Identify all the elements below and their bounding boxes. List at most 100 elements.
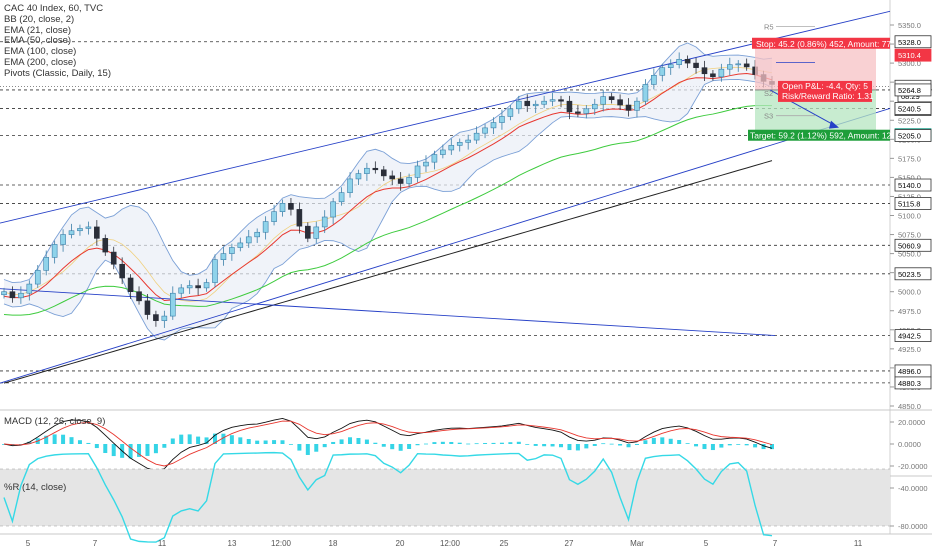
macd-histogram-bar <box>660 437 665 444</box>
price-level-tag-label: 5115.8 <box>898 199 920 208</box>
macd-histogram-bar <box>694 444 699 447</box>
macd-histogram-bar <box>609 443 614 445</box>
candle-body <box>245 236 252 244</box>
candle-body <box>372 167 379 171</box>
candle-body <box>735 63 742 66</box>
time-axis-label: 12:00 <box>271 539 292 548</box>
price-tick-label: 5150.0 <box>898 173 921 182</box>
macd-histogram-bar <box>710 444 715 451</box>
price-level-tag <box>894 238 932 252</box>
macd-histogram-bar <box>322 444 327 448</box>
macd-histogram-bar <box>162 444 167 448</box>
ema200-line <box>3 160 773 384</box>
candle-body <box>456 142 463 146</box>
time-axis-label: Mar <box>630 539 644 548</box>
candle-body <box>600 96 607 105</box>
candle-body <box>110 251 117 265</box>
legend-indicator-ema21: EMA (21, close) <box>4 24 72 36</box>
time-axis-label: 5 <box>26 539 31 548</box>
macd-histogram-bar <box>77 440 82 444</box>
macd-histogram-bar <box>744 444 749 446</box>
macd-histogram-bar <box>229 435 234 444</box>
macd-histogram-bar <box>559 444 564 448</box>
candle-body <box>448 145 455 151</box>
macd-histogram-bar <box>643 440 648 444</box>
macd-histogram-bar <box>204 437 209 444</box>
candle-body <box>34 270 41 285</box>
macd-histogram-bar <box>221 433 226 444</box>
price-level-tag <box>894 35 932 49</box>
macd-histogram-bar <box>212 433 217 444</box>
legend-indicator-ema100: EMA (100, close) <box>4 46 77 58</box>
candle-body <box>68 230 75 235</box>
williams-tick-label: -40.0000 <box>898 484 928 493</box>
time-axis-label: 27 <box>565 539 574 548</box>
macd-histogram-bar <box>187 434 192 444</box>
macd-histogram-bar <box>634 444 639 445</box>
price-level-tag <box>894 83 932 97</box>
macd-histogram-bar <box>508 442 513 444</box>
macd-histogram-bar <box>432 442 437 444</box>
bollinger-lower-line <box>3 79 773 341</box>
candle-body <box>676 58 682 65</box>
candle-body <box>507 108 514 117</box>
descending-trend-line <box>0 288 776 336</box>
candle-body <box>288 203 294 210</box>
macd-histogram-bar <box>407 444 412 449</box>
candle-body <box>642 84 649 102</box>
macd-histogram-bar <box>761 444 766 450</box>
candle-body <box>18 292 24 299</box>
macd-histogram-bar <box>466 443 471 445</box>
macd-histogram-bar <box>314 444 319 452</box>
price-tick-label: 5100.0 <box>898 212 921 221</box>
legend-indicator-bb: BB (20, close, 2) <box>4 13 75 25</box>
candle-body <box>743 63 750 68</box>
macd-histogram-bar <box>592 444 597 446</box>
pivot-label-s3: S3 <box>764 112 773 121</box>
macd-histogram-bar <box>542 444 547 447</box>
candle-body <box>431 154 438 163</box>
macd-histogram-bar <box>339 439 344 444</box>
macd-histogram-bar <box>44 435 49 444</box>
candle-body <box>161 315 168 321</box>
macd-histogram-bar <box>474 443 479 445</box>
macd-histogram-bar <box>86 442 91 444</box>
candle-body <box>229 247 235 254</box>
macd-histogram-bar <box>179 434 184 444</box>
candle-body <box>617 99 623 106</box>
bollinger-basis-line <box>3 66 773 302</box>
macd-histogram-bar <box>170 438 175 444</box>
candle-body <box>60 234 66 245</box>
macd-histogram-bar <box>483 443 488 444</box>
price-level-tag <box>894 376 932 390</box>
price-level-tag <box>894 129 932 142</box>
macd-histogram-bar <box>373 442 378 444</box>
trade-path-arrow <box>829 120 839 129</box>
candle-body <box>549 99 556 102</box>
candle-body <box>186 285 193 289</box>
price-tick-label: 4925.0 <box>898 345 921 354</box>
macd-histogram-bar <box>263 440 268 444</box>
macd-histogram-bar <box>255 440 260 444</box>
macd-histogram-bar <box>348 437 353 444</box>
time-axis-label: 20 <box>396 539 405 548</box>
candle-body <box>169 292 176 317</box>
macd-histogram-bar <box>685 443 690 445</box>
candle-body <box>414 165 421 178</box>
candle-body <box>727 64 733 70</box>
candle-body <box>220 253 227 260</box>
candle-body <box>499 116 505 123</box>
time-axis-label: 7 <box>93 539 98 548</box>
time-axis-label: 11 <box>158 539 167 548</box>
price-tick-label: 5175.0 <box>898 154 921 163</box>
pivot-label-s2: S2 <box>764 89 773 98</box>
macd-histogram-bar <box>297 444 302 451</box>
candle-body <box>718 68 725 78</box>
macd-histogram-bar <box>145 444 150 456</box>
macd-histogram-bar <box>550 444 555 447</box>
macd-histogram-bar <box>356 437 361 444</box>
price-level-tag-label: 5310.4 <box>898 51 921 60</box>
macd-histogram-bar <box>719 444 724 448</box>
candle-body <box>254 231 260 238</box>
